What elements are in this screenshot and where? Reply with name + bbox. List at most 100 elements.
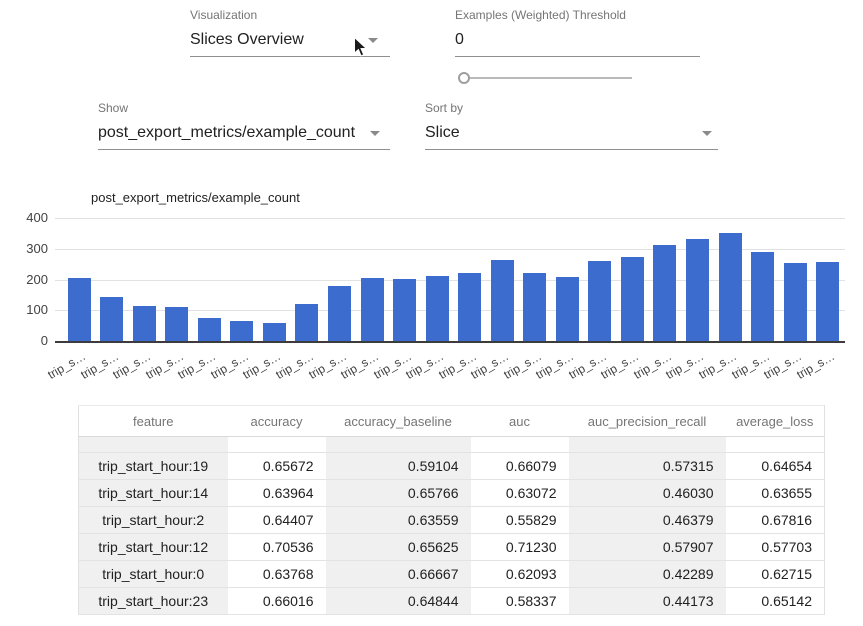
table-row: trip_start_hour:14 0.63964 0.65766 0.63072 0…: [78, 479, 825, 507]
bar[interactable]: [230, 321, 254, 341]
metric-cell: 0.55829: [470, 506, 569, 534]
bar[interactable]: [165, 307, 189, 341]
column-header-accuracy_baseline[interactable]: accuracy_baseline: [325, 405, 471, 437]
chevron-down-icon[interactable]: [370, 131, 380, 136]
feature-cell: trip_start_hour:0: [78, 560, 228, 588]
metric-cell: 0.70536: [227, 533, 326, 561]
table-row: trip_start_hour:23 0.66016 0.64844 0.58337 0…: [78, 587, 825, 615]
feature-cell: trip_start_hour:23: [78, 587, 228, 615]
metric-cell: 0.63964: [227, 479, 326, 507]
bar[interactable]: [685, 238, 709, 341]
sort-by-value[interactable]: Slice: [425, 115, 718, 150]
metric-cell: 0.64654: [725, 452, 825, 480]
metric-cell: 0.65766: [325, 479, 471, 507]
sort-by-select[interactable]: Sort by Slice: [425, 101, 718, 150]
gridline: [55, 218, 845, 219]
bar[interactable]: [100, 297, 124, 341]
metric-cell: 0.42289: [568, 560, 726, 588]
filter-cell[interactable]: [78, 436, 228, 453]
visualization-label: Visualization: [190, 8, 258, 22]
y-axis-tick: 400: [26, 210, 48, 225]
bar[interactable]: [393, 278, 417, 341]
bar[interactable]: [816, 262, 840, 341]
threshold-label: Examples (Weighted) Threshold: [455, 8, 626, 22]
threshold-field[interactable]: Examples (Weighted) Threshold 0: [455, 8, 700, 57]
bar[interactable]: [490, 259, 514, 341]
bar[interactable]: [751, 251, 775, 341]
y-axis-tick: 300: [26, 240, 48, 256]
legend-label: post_export_metrics/example_count: [91, 190, 300, 205]
filter-row: [78, 436, 825, 453]
bar[interactable]: [328, 285, 352, 341]
filter-cell[interactable]: [227, 436, 326, 453]
metric-cell: 0.46030: [568, 479, 726, 507]
metric-cell: 0.65625: [325, 533, 471, 561]
bar[interactable]: [588, 261, 612, 341]
slices-bar-chart: post_export_metrics/example_count 400 300…: [0, 185, 863, 390]
metrics-table-header: feature accuracy accuracy_baseline auc auc_p…: [78, 405, 825, 437]
metric-cell: 0.62093: [470, 560, 569, 588]
chart-legend: post_export_metrics/example_count: [62, 190, 300, 205]
slider-handle[interactable]: [458, 72, 470, 84]
bar[interactable]: [620, 256, 644, 341]
bar[interactable]: [132, 306, 156, 341]
chevron-down-icon[interactable]: [702, 131, 712, 136]
feature-cell: trip_start_hour:14: [78, 479, 228, 507]
bar[interactable]: [67, 277, 91, 341]
metric-cell: 0.64407: [227, 506, 326, 534]
show-select[interactable]: Show post_export_metrics/example_count: [98, 101, 390, 150]
feature-cell: trip_start_hour:12: [78, 533, 228, 561]
gridline: [55, 248, 845, 250]
filter-cell[interactable]: [325, 436, 471, 453]
show-value[interactable]: post_export_metrics/example_count: [98, 115, 390, 150]
metric-cell: 0.57703: [725, 533, 825, 561]
column-header-auc_precision_recall[interactable]: auc_precision_recall: [568, 405, 726, 437]
column-header-auc[interactable]: auc: [470, 405, 569, 437]
metric-cell: 0.57315: [568, 452, 726, 480]
metric-cell: 0.66667: [325, 560, 471, 588]
bar[interactable]: [458, 272, 482, 341]
metric-cell: 0.57907: [568, 533, 726, 561]
bar[interactable]: [523, 273, 547, 341]
metric-cell: 0.66016: [227, 587, 326, 615]
bar[interactable]: [653, 245, 677, 341]
filter-cell[interactable]: [568, 436, 726, 453]
filter-cell[interactable]: [470, 436, 569, 453]
column-header-feature[interactable]: feature: [78, 405, 228, 437]
y-axis-tick: 100: [26, 302, 48, 318]
bar[interactable]: [783, 263, 807, 341]
column-header-average_loss[interactable]: average_loss: [725, 405, 825, 437]
y-axis-tick: 200: [26, 271, 48, 287]
bar[interactable]: [295, 304, 319, 341]
mouse-cursor-icon: [354, 37, 368, 57]
sort-by-label: Sort by: [425, 101, 464, 115]
column-header-accuracy[interactable]: accuracy: [227, 405, 326, 437]
bar[interactable]: [425, 276, 449, 341]
slider-track[interactable]: [466, 77, 632, 79]
table-row: trip_start_hour:2 0.64407 0.63559 0.55829 0.…: [78, 506, 825, 534]
metric-cell: 0.46379: [568, 506, 726, 534]
show-label: Show: [98, 101, 129, 115]
gridline: [55, 310, 845, 312]
visualization-value[interactable]: Slices Overview: [190, 22, 390, 57]
metric-cell: 0.58337: [470, 587, 569, 615]
metric-cell: 0.67816: [725, 506, 825, 534]
filter-cell[interactable]: [725, 436, 825, 453]
metric-cell: 0.62715: [725, 560, 825, 588]
bar[interactable]: [555, 276, 579, 341]
metrics-table: feature accuracy accuracy_baseline auc auc_p…: [78, 405, 825, 615]
legend-swatch-icon: [62, 191, 82, 205]
threshold-input[interactable]: 0: [455, 22, 700, 57]
chevron-down-icon[interactable]: [368, 38, 378, 43]
metric-cell: 0.59104: [325, 452, 471, 480]
bar[interactable]: [360, 278, 384, 341]
metric-cell: 0.44173: [568, 587, 726, 615]
table-row: trip_start_hour:19 0.65672 0.59104 0.66079 0…: [78, 452, 825, 480]
bar[interactable]: [718, 232, 742, 341]
bar[interactable]: [262, 322, 286, 341]
threshold-slider[interactable]: [458, 70, 634, 86]
x-axis-baseline: [55, 341, 845, 343]
visualization-select[interactable]: Visualization Slices Overview: [190, 8, 390, 57]
bar[interactable]: [197, 317, 221, 341]
metric-cell: 0.65672: [227, 452, 326, 480]
